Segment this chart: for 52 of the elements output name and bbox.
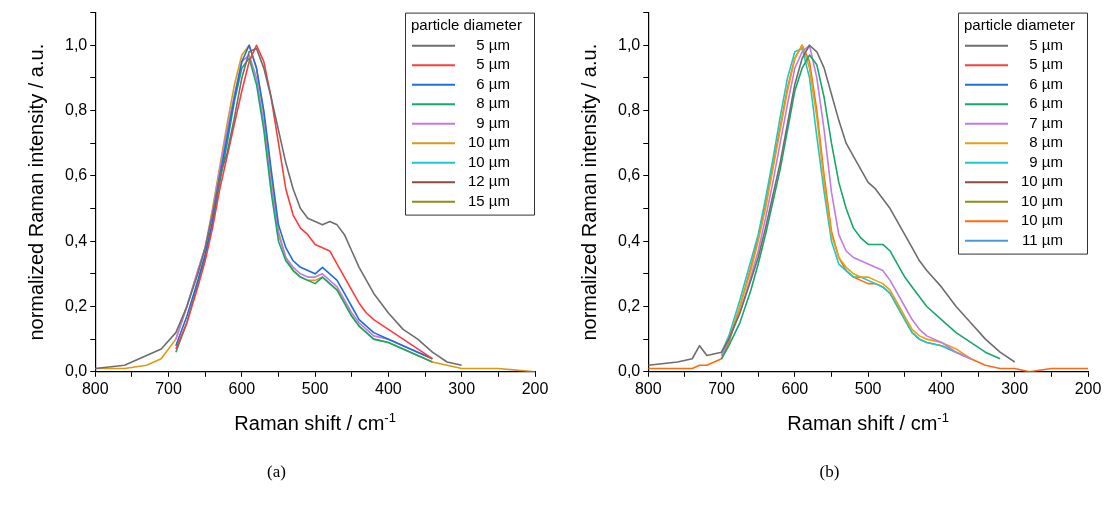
y-tick-label: 0,8 xyxy=(64,100,88,118)
legend-label: 10 µm xyxy=(1021,172,1063,190)
legend-label: 12 µm xyxy=(468,172,510,190)
legend-label: 8 µm xyxy=(476,94,510,112)
y-axis-title: normalized Raman intensity / a.u. xyxy=(25,43,48,341)
x-tick-label: 600 xyxy=(781,379,809,397)
y-tick-label: 0,0 xyxy=(64,362,88,380)
x-tick-label: 700 xyxy=(155,379,182,397)
x-tick-label: 700 xyxy=(708,379,735,397)
y-tick-label: 0,4 xyxy=(64,231,88,249)
legend-label: 6 µm xyxy=(1029,74,1063,92)
x-tick-label: 400 xyxy=(375,379,402,397)
legend-label: 10 µm xyxy=(1021,211,1063,229)
text: (a) xyxy=(266,462,287,482)
x-tick-label: 600 xyxy=(228,379,256,397)
legend-title: particle diameter xyxy=(411,16,522,34)
legend-label: 10 µm xyxy=(1021,191,1063,209)
legend-label: 8 µm xyxy=(1029,133,1063,151)
y-tick-label: 0,8 xyxy=(617,100,641,118)
x-tick-label: 500 xyxy=(854,379,882,397)
x-tick-label: 200 xyxy=(1074,379,1102,397)
legend-label: 5 µm xyxy=(476,35,510,53)
legend-label: 6 µm xyxy=(476,74,510,92)
y-tick-label: 0,4 xyxy=(617,231,641,249)
legend-label: 7 µm xyxy=(1029,113,1063,131)
legend-label: 5 µm xyxy=(1029,55,1063,73)
y-tick-label: 0,6 xyxy=(64,166,88,184)
x-tick-label: 300 xyxy=(448,379,476,397)
x-tick-label: 500 xyxy=(301,379,329,397)
legend-label: 11 µm xyxy=(1022,230,1063,248)
y-tick-label: 0,2 xyxy=(617,296,641,314)
legend-title: particle diameter xyxy=(964,16,1075,34)
legend-label: 15 µm xyxy=(468,191,510,209)
legend-label: 5 µm xyxy=(1029,35,1063,53)
y-tick-label: 0,2 xyxy=(64,296,88,314)
y-tick-label: 0,6 xyxy=(617,166,641,184)
x-tick-label: 400 xyxy=(928,379,955,397)
x-tick-label: 200 xyxy=(521,379,549,397)
text: (b) xyxy=(818,462,841,482)
y-tick-label: 0,0 xyxy=(617,362,641,380)
y-axis-title: normalized Raman intensity / a.u. xyxy=(578,43,601,341)
y-tick-label: 1,0 xyxy=(617,35,641,53)
legend-label: 5 µm xyxy=(476,55,510,73)
x-tick-label: 300 xyxy=(1001,379,1029,397)
legend-label: 6 µm xyxy=(1029,94,1063,112)
legend-label: 9 µm xyxy=(1029,152,1063,170)
y-tick-label: 1,0 xyxy=(64,35,88,53)
legend-label: 10 µm xyxy=(468,152,510,170)
legend-label: 9 µm xyxy=(476,113,510,131)
x-tick-label: 800 xyxy=(634,379,662,397)
x-tick-label: 800 xyxy=(81,379,109,397)
legend-label: 10 µm xyxy=(468,133,510,151)
